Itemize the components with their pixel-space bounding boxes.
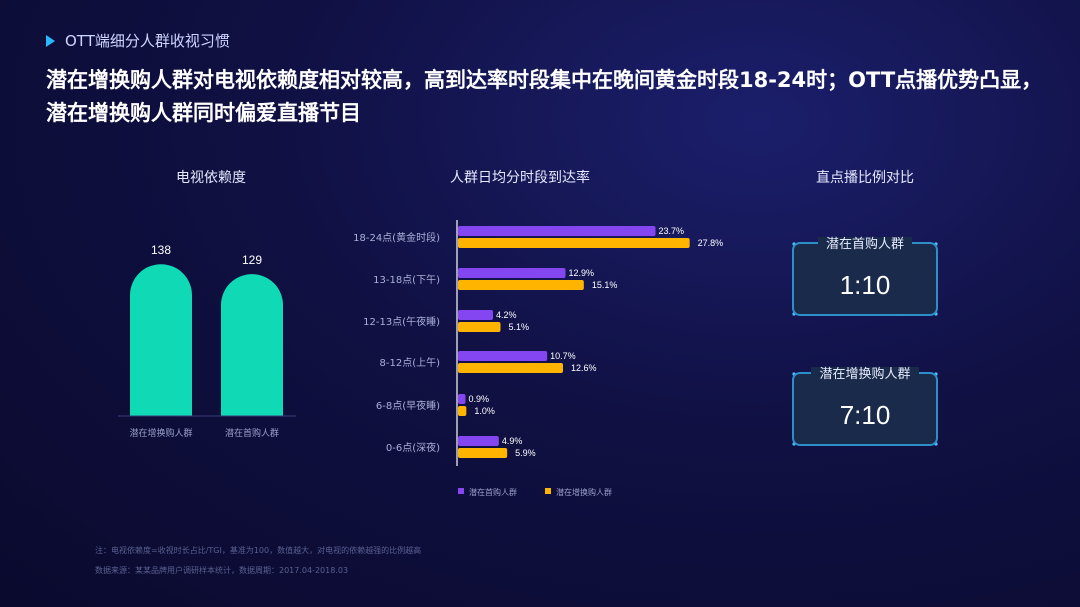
reach-value-label: 10.7% (550, 351, 576, 361)
ratio-card-label: 潜在首购人群 (817, 237, 912, 252)
reach-category-label: 8-12点(上午) (380, 356, 441, 369)
reach-bar (458, 322, 501, 332)
ratio-card-value: 7:10 (839, 400, 891, 430)
reach-bar (458, 448, 508, 458)
dependency-bar (130, 264, 192, 416)
ratio-card-label: 潜在增换购人群 (811, 367, 919, 382)
ratio-card-first-buyers: 潜在首购人群 1:10 (792, 237, 938, 316)
dependency-category-label: 潜在增换购人群 (129, 427, 192, 439)
dependency-value-label: 129 (242, 253, 262, 267)
reach-value-label: 23.7% (659, 226, 685, 236)
section-tag: OTT端细分人群收视习惯 (46, 30, 230, 51)
legend-label: 潜在增换购人群 (556, 487, 612, 497)
legend-swatch (545, 488, 551, 494)
reach-bar (458, 226, 656, 236)
reach-value-label: 15.1% (592, 280, 618, 290)
reach-category-label: 6-8点(早夜睡) (376, 399, 440, 412)
reach-bar (458, 436, 499, 446)
reach-value-label: 1.0% (474, 406, 495, 416)
reach-value-label: 12.6% (571, 363, 597, 373)
reach-category-label: 12-13点(午夜睡) (363, 315, 440, 328)
reach-chart-title: 人群日均分时段到达率 (450, 170, 590, 186)
legend-label: 潜在首购人群 (469, 487, 517, 497)
ratio-panel-title: 直点播比例对比 (816, 170, 914, 186)
reach-bar (458, 238, 690, 248)
reach-bar (458, 280, 584, 290)
reach-bar (458, 394, 466, 404)
reach-bar (458, 363, 563, 373)
dependency-category-label: 潜在首购人群 (225, 427, 279, 439)
reach-value-label: 5.1% (509, 322, 530, 332)
reach-bar (458, 310, 493, 320)
section-label: OTT端细分人群收视习惯 (65, 32, 230, 50)
reach-value-label: 27.8% (698, 238, 724, 248)
ratio-card-upgrade-buyers: 潜在增换购人群 7:10 (792, 367, 938, 446)
reach-value-label: 4.9% (502, 436, 523, 446)
footnote-source: 数据来源：某某品牌用户调研样本统计，数据周期：2017.04-2018.03 (95, 566, 349, 575)
reach-value-label: 5.9% (515, 448, 536, 458)
reach-category-label: 0-6点(深夜) (386, 441, 440, 454)
reach-category-label: 18-24点(黄金时段) (353, 231, 440, 244)
legend-swatch (458, 488, 464, 494)
dependency-chart-title: 电视依赖度 (176, 170, 246, 186)
dependency-bar (221, 274, 283, 416)
triangle-bullet-icon (46, 34, 55, 47)
reach-category-label: 13-18点(下午) (373, 273, 440, 286)
headline: 潜在增换购人群对电视依赖度相对较高，高到达率时段集中在晚间黄金时段18-24时；… (46, 68, 1043, 125)
footnote-note: 注：电视依赖度=收视时长占比/TGI，基准为100，数值越大，对电视的依赖越强的… (95, 546, 422, 555)
ratio-card-value: 1:10 (839, 270, 891, 300)
reach-value-label: 12.9% (569, 268, 595, 278)
reach-bar (458, 351, 548, 361)
reach-bar (458, 406, 467, 416)
reach-value-label: 4.2% (496, 310, 517, 320)
reach-bar (458, 268, 566, 278)
reach-value-label: 0.9% (469, 394, 490, 404)
dependency-value-label: 138 (151, 243, 171, 257)
